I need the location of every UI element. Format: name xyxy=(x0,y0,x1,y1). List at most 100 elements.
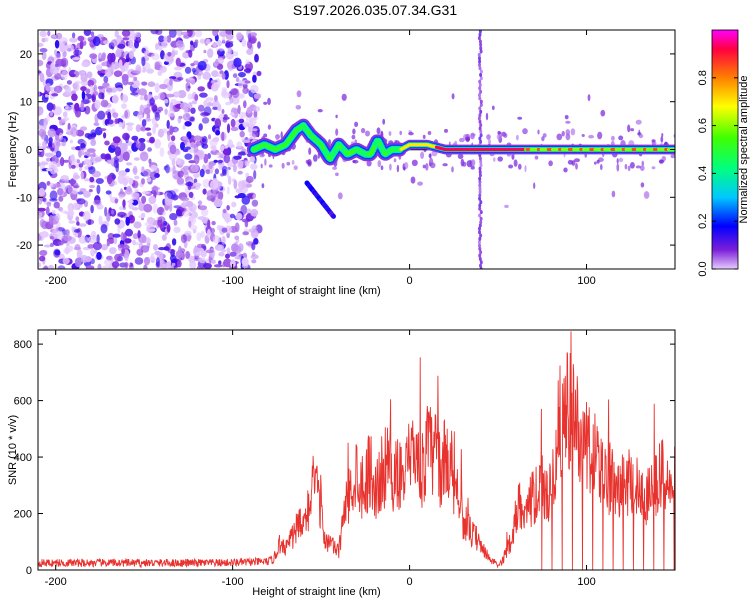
faint-blob xyxy=(651,166,656,170)
noise-blob xyxy=(73,49,82,56)
faint-blob xyxy=(317,109,323,113)
noise-blob xyxy=(168,108,175,118)
noise-blob xyxy=(84,236,89,244)
spectrogram-ytick-label: 10 xyxy=(20,97,32,109)
noise-blob xyxy=(157,70,163,76)
noise-blob xyxy=(96,251,102,260)
vertical-streak-dot xyxy=(478,86,482,91)
noise-blob xyxy=(250,84,259,94)
faint-blob xyxy=(410,176,416,184)
chart-title: S197.2026.035.07.34.G31 xyxy=(292,2,458,18)
noise-blob xyxy=(62,50,67,58)
spectrogram-xlabel: Height of straight line (km) xyxy=(252,285,380,297)
noise-blob xyxy=(251,199,259,207)
faint-blob xyxy=(261,183,265,189)
noise-blob xyxy=(80,143,86,149)
colorbar-tick-label: 0.0 xyxy=(697,261,709,276)
noise-blob xyxy=(74,80,82,85)
noise-blob xyxy=(55,58,64,67)
noise-blob xyxy=(138,138,146,143)
noise-blob xyxy=(180,102,189,110)
vertical-streak-dot xyxy=(478,176,482,181)
faint-blob xyxy=(352,128,356,135)
noise-blob xyxy=(43,122,47,131)
noise-blob xyxy=(71,93,78,102)
noise-blob xyxy=(143,169,152,177)
faint-blob xyxy=(263,101,268,105)
noise-blob xyxy=(85,265,95,269)
noise-blob xyxy=(102,265,111,269)
vertical-streak-dot xyxy=(478,206,482,211)
noise-blob xyxy=(51,93,59,97)
noise-blob xyxy=(148,95,152,99)
faint-blob xyxy=(376,127,381,135)
noise-blob xyxy=(128,50,134,59)
vertical-streak-dot xyxy=(479,210,483,215)
noise-blob xyxy=(146,132,152,137)
noise-blob xyxy=(73,184,80,189)
noise-blob xyxy=(194,70,204,76)
noise-blob xyxy=(74,232,79,238)
noise-blob xyxy=(226,247,230,253)
vertical-streak-dot xyxy=(478,83,482,87)
noise-blob xyxy=(241,257,249,267)
noise-blob xyxy=(115,49,122,58)
noise-blob xyxy=(249,32,257,37)
vertical-streak-dot xyxy=(479,72,483,77)
noise-blob xyxy=(198,123,203,131)
noise-blob xyxy=(190,107,196,114)
noise-blob xyxy=(110,142,119,149)
noise-blob xyxy=(154,250,161,256)
noise-blob xyxy=(208,163,213,170)
vertical-streak-dot xyxy=(479,159,483,164)
noise-blob xyxy=(48,214,54,225)
noise-blob xyxy=(110,174,117,180)
noise-blob xyxy=(38,106,44,116)
noise-blob xyxy=(182,200,188,205)
faint-blob xyxy=(517,116,523,120)
vertical-streak-dot xyxy=(478,113,482,118)
noise-blob xyxy=(80,255,88,263)
faint-blob xyxy=(641,160,645,167)
noise-blob xyxy=(97,85,104,90)
noise-blob xyxy=(126,125,133,132)
noise-blob xyxy=(128,211,133,217)
noise-blob xyxy=(46,114,51,123)
noise-blob xyxy=(125,162,133,166)
vertical-streak-dot xyxy=(478,203,482,208)
faint-blob xyxy=(365,130,370,137)
noise-blob xyxy=(249,156,256,163)
noise-blob xyxy=(239,130,245,138)
noise-blob xyxy=(244,63,251,69)
noise-blob xyxy=(124,254,129,262)
noise-blob xyxy=(114,30,119,38)
noise-blob xyxy=(171,238,177,246)
colorbar-tick-label: 0.2 xyxy=(697,214,709,229)
noise-blob xyxy=(135,124,141,133)
faint-blob xyxy=(267,97,271,105)
noise-blob xyxy=(141,119,147,127)
vertical-streak-dot xyxy=(478,156,482,161)
noise-blob xyxy=(173,71,183,79)
faint-blob xyxy=(640,165,645,172)
noise-blob xyxy=(180,141,185,151)
noise-blob xyxy=(55,213,61,222)
noise-blob xyxy=(95,178,104,184)
noise-blob xyxy=(72,82,78,90)
faint-blob xyxy=(630,128,635,132)
noise-blob xyxy=(215,73,224,77)
vertical-streak-dot xyxy=(478,223,482,228)
noise-blob xyxy=(238,80,243,89)
ridge-core xyxy=(328,156,332,161)
noise-blob xyxy=(203,100,208,107)
noise-blob xyxy=(237,104,241,115)
snr-clip-group xyxy=(38,331,675,570)
noise-blob xyxy=(240,204,248,215)
noise-blob xyxy=(85,88,91,94)
noise-blob xyxy=(231,201,237,208)
noise-blob xyxy=(188,49,193,58)
noise-blob xyxy=(58,206,63,212)
noise-blob xyxy=(64,85,71,96)
noise-blob xyxy=(242,139,251,143)
